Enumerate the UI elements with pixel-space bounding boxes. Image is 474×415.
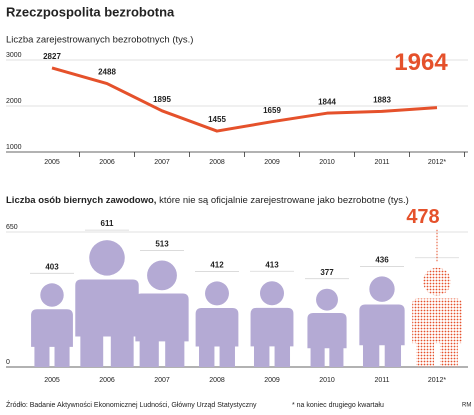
y-tick-label: 0 (6, 359, 10, 366)
line (51, 66, 438, 133)
x-tick-label: 2011 (374, 159, 389, 166)
x-tick-label: 2005 (44, 159, 60, 166)
x-tick-label: 2012* (428, 159, 447, 166)
data-label: 377 (320, 268, 334, 277)
chart-title-bold: Liczba osób biernych zawodowo, (6, 195, 156, 206)
data-label: 412 (210, 261, 224, 270)
figure (359, 276, 405, 367)
x-tick-label: 2010 (319, 159, 335, 166)
data-label: 611 (101, 219, 114, 228)
data-label: 2488 (98, 68, 116, 77)
chart-subtitle: które nie są oficjalnie zarejestrowane j… (159, 195, 409, 206)
y-tick-label: 650 (6, 224, 18, 231)
source: Źródło: Badanie Aktywności Ekonomicznej … (6, 400, 257, 409)
x-tick-label: 2009 (264, 159, 280, 166)
x-tick-label: 2007 (154, 377, 170, 384)
data-label: 1964 (394, 49, 448, 76)
data-label: 1895 (153, 95, 171, 104)
data-label: 2827 (43, 52, 61, 61)
footnote: * na koniec drugiego kwartału (292, 402, 384, 409)
x-tick-label: 2011 (374, 377, 389, 384)
x-tick-label: 2008 (209, 159, 225, 166)
main-title: Rzeczpospolita bezrobotna (6, 4, 175, 19)
x-tick-label: 2009 (264, 377, 280, 384)
figure (75, 240, 139, 367)
data-label: 403 (45, 262, 59, 271)
data-label: 513 (155, 240, 169, 249)
data-label: 1883 (373, 95, 391, 104)
y-tick-label: 1000 (6, 144, 22, 151)
figure (250, 281, 294, 367)
data-label: 478 (406, 206, 439, 228)
figure (307, 288, 347, 367)
data-label: 436 (375, 256, 389, 265)
x-tick-label: 2006 (99, 377, 115, 384)
x-tick-label: 2005 (44, 377, 60, 384)
chart-title: Liczba zarejestrowanych bezrobotnych (ty… (6, 35, 193, 46)
figure (31, 283, 73, 367)
credit: RM (462, 403, 471, 409)
x-tick-label: 2007 (154, 159, 170, 166)
x-tick-label: 2006 (99, 159, 115, 166)
data-label: 1659 (263, 106, 281, 115)
x-tick-label: 2008 (209, 377, 225, 384)
x-tick-label: 2012* (428, 377, 447, 384)
y-tick-label: 2000 (6, 98, 22, 105)
data-label: 1455 (208, 115, 226, 124)
y-tick-label: 3000 (6, 52, 22, 59)
data-label: 413 (265, 260, 279, 269)
figure (195, 281, 239, 367)
data-label: 1844 (318, 97, 336, 106)
figure (412, 267, 462, 367)
x-tick-label: 2010 (319, 377, 335, 384)
figure (135, 260, 189, 367)
chart-title: Liczba osób biernych zawodowo, które nie… (6, 195, 409, 206)
